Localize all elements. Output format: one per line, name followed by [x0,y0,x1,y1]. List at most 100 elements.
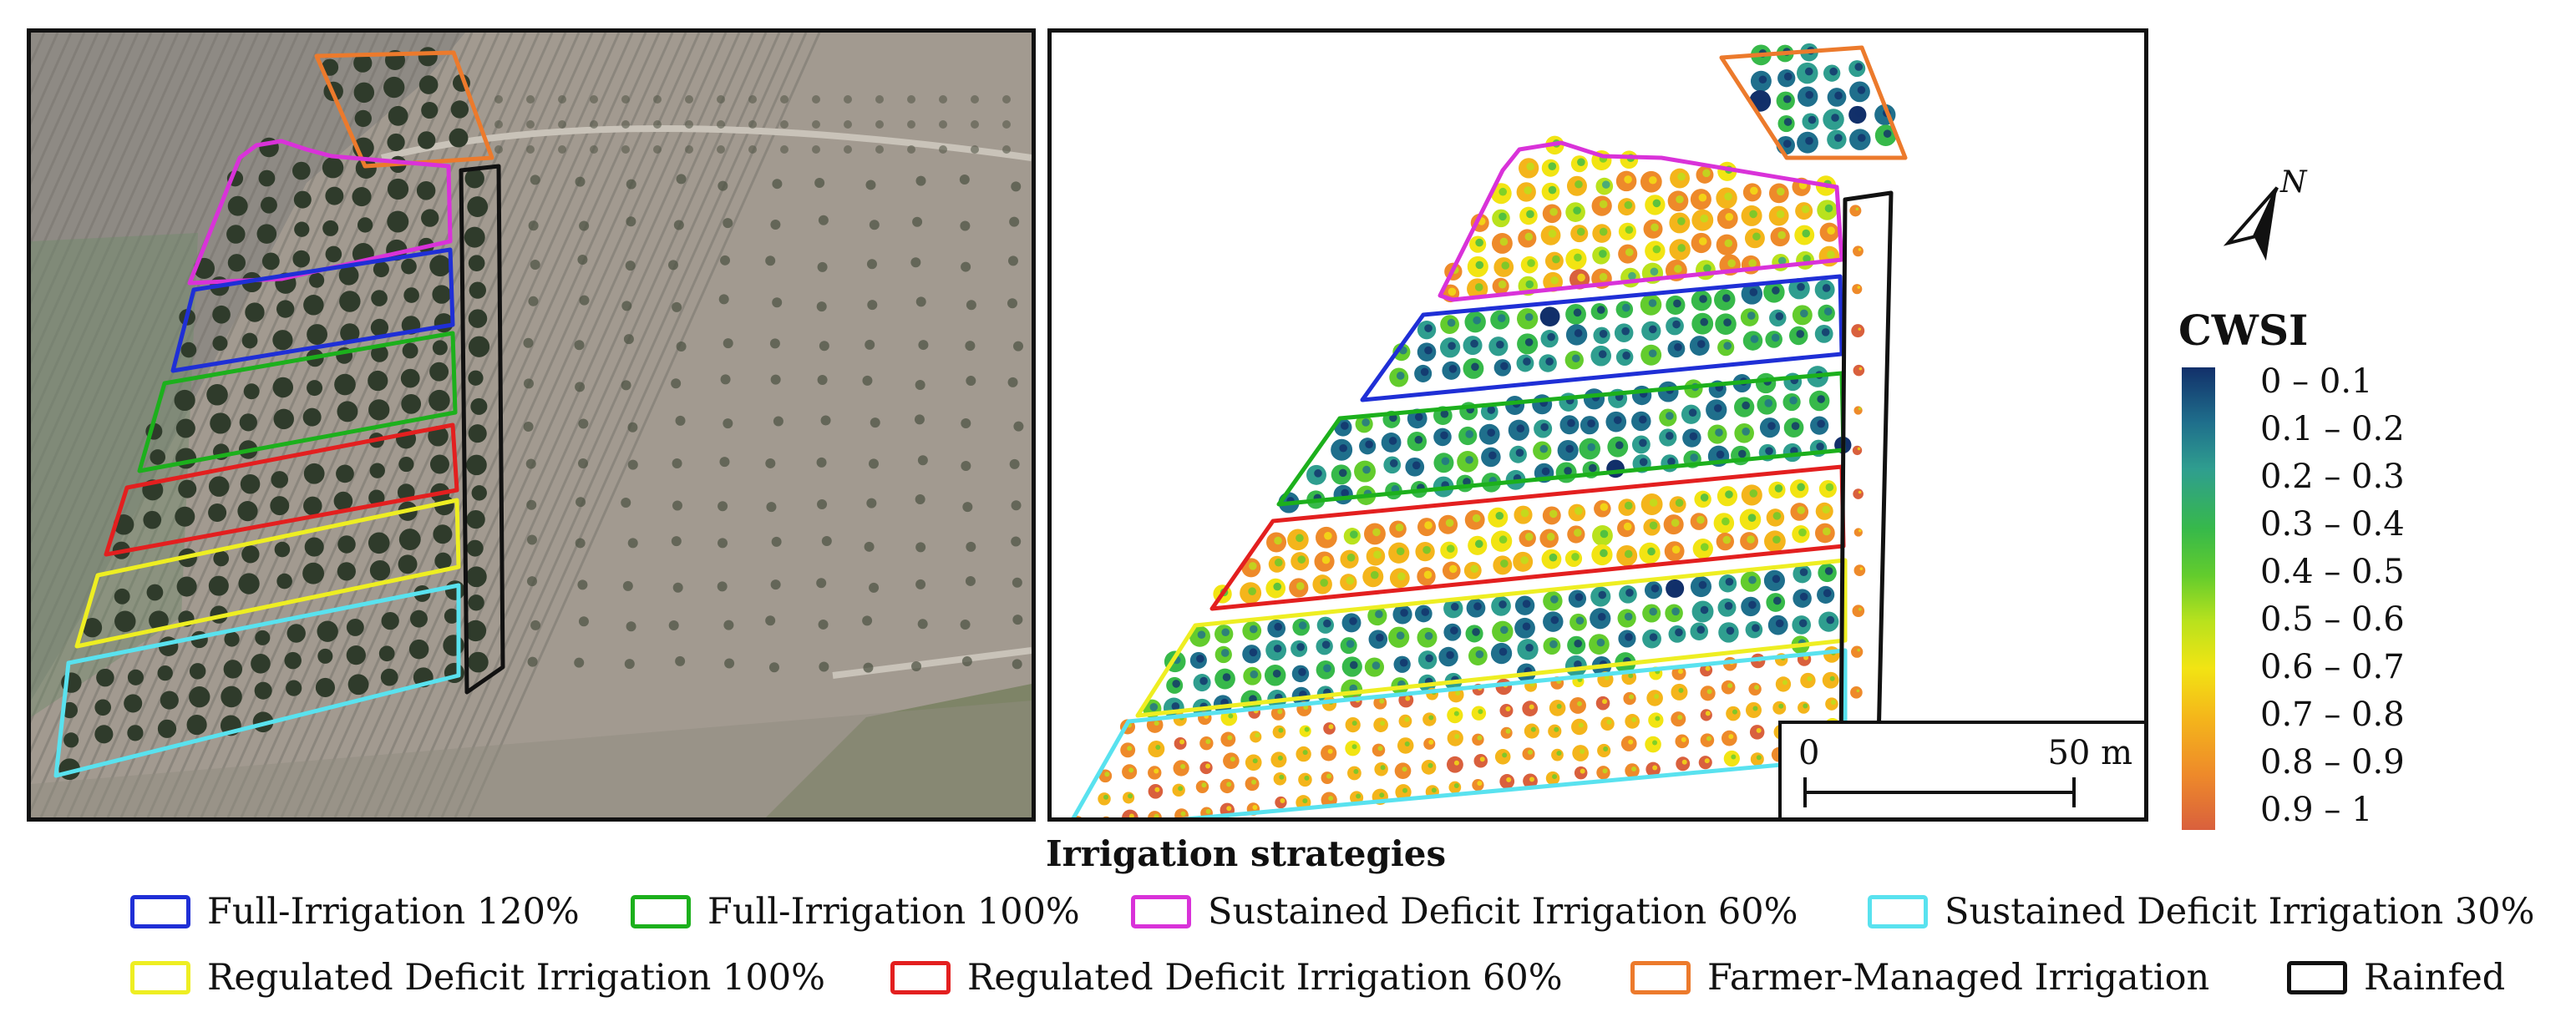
olive-tree [523,421,534,432]
tree-cwsi [1450,602,1459,611]
tree-cwsi [1498,187,1508,196]
tree-cwsi [1379,698,1385,704]
olive-tree [558,120,566,129]
tree-cwsi [1296,643,1305,651]
olive-tree [579,295,590,306]
tree-cwsi [1681,759,1687,765]
tree-cwsi [1825,483,1834,492]
olive-tree [466,566,487,588]
vine-row [31,33,139,276]
olive-tree [227,195,248,216]
tree-cwsi [1478,709,1483,715]
legend-item-farmer-managed: Farmer-Managed Irrigation [1630,957,2209,999]
olive-tree [347,674,369,696]
tree-cwsi [1587,443,1596,452]
legend-item-sdi-30: Sustained Deficit Irrigation 30% [1868,891,2534,933]
vine-row [31,33,113,215]
olive-tree [627,459,638,470]
legend-class-label: 0.1 – 0.2 [2260,410,2405,448]
olive-tree [444,580,465,600]
olive-tree [526,120,535,129]
olive-tree [418,131,436,149]
tree-cwsi [1652,245,1661,254]
tree-cwsi [1747,311,1756,320]
olive-tree [418,75,439,94]
tree-cwsi [1600,549,1608,558]
olive-tree [398,456,414,473]
tree-cwsi [1758,75,1767,84]
tree-cwsi [1777,256,1787,266]
vine-row [333,33,687,817]
olive-tree [818,619,829,630]
olive-tree [526,576,537,587]
olive-tree [723,418,733,429]
tree-cwsi [1477,735,1483,741]
olive-tree [208,575,229,596]
olive-tree [468,309,488,328]
vine-row [31,33,260,544]
olive-tree [718,294,729,305]
tree-cwsi [1798,528,1807,537]
olive-tree [466,454,487,476]
tree-cwsi [1473,602,1482,611]
tree-cwsi [1671,519,1680,527]
olive-tree [368,489,385,506]
tree-cwsi [1539,444,1549,453]
olive-tree [292,250,311,268]
olive-tree [175,418,195,438]
tree-cwsi [1775,619,1784,628]
olive-tree [369,559,391,581]
tree-cwsi [1716,450,1725,459]
olive-tree [383,76,405,99]
olive-tree [368,532,390,554]
olive-tree [293,190,312,209]
olive-tree [304,537,324,557]
olive-tree [626,216,636,227]
tree-cwsi [1748,575,1757,584]
tree-cwsi [1500,362,1509,371]
olive-tree [178,479,197,498]
olive-tree [875,120,884,129]
olive-tree [814,178,825,189]
olive-tree [526,145,535,154]
olive-tree [939,145,947,154]
tree-cwsi [1599,250,1607,258]
olive-tree [464,169,484,189]
tree-cwsi [1221,628,1230,637]
tree-cwsi [1425,654,1433,663]
tree-cwsi [1772,535,1781,544]
olive-tree [124,694,143,713]
olive-tree [256,224,277,244]
olive-tree [210,412,231,434]
olive-tree [401,393,422,414]
tree-cwsi [1515,448,1524,458]
olive-tree [772,179,783,190]
tree-cwsi [1197,630,1206,640]
tree-cwsi [1548,185,1557,195]
tree-cwsi [1702,169,1711,178]
olive-tree [421,209,439,227]
olive-tree [368,370,388,392]
tree-cwsi [1797,506,1806,514]
olive-tree [526,534,537,545]
scale-bar: 0 50 m [1778,721,2144,817]
tree-cwsi [1796,330,1805,338]
tree-cwsi [1774,484,1783,493]
tree-cwsi [1149,702,1159,711]
tree-cwsi [1547,311,1556,319]
olive-tree [530,260,540,271]
tree-cwsi [1805,90,1813,99]
tree-cwsi [1699,295,1707,303]
outline-sdi-60 [1438,140,1844,302]
tree-cwsi [1323,619,1331,628]
olive-tree [765,458,776,468]
tree-cwsi [1350,530,1358,539]
olive-tree [1011,181,1022,192]
tree-cwsi [1103,794,1109,800]
tree-cwsi [1648,299,1657,307]
tree-cwsi [1855,207,1859,211]
tree-cwsi [1455,690,1461,696]
tree-cwsi [1574,253,1582,262]
olive-tree [387,210,409,233]
tree-cwsi [1550,615,1559,625]
